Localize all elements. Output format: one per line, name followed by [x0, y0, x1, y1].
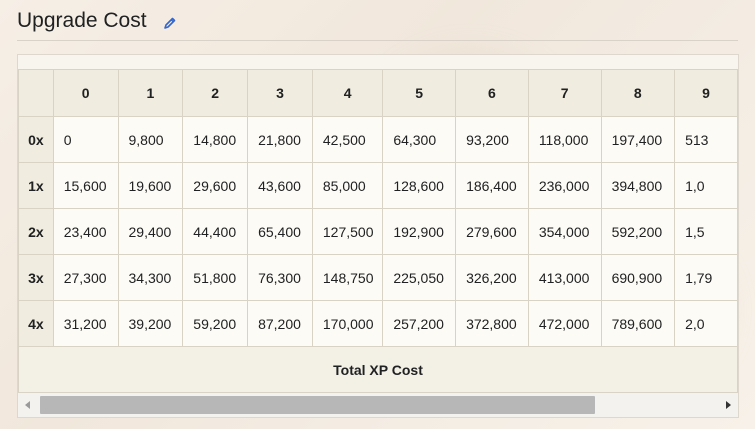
- table-row: 3x 27,300 34,300 51,800 76,300 148,750 2…: [18, 254, 738, 301]
- table-cell: 87,200: [247, 300, 313, 347]
- table-cell: 413,000: [527, 254, 602, 301]
- table-cell: 326,200: [455, 254, 529, 301]
- table-row: 1x 15,600 19,600 29,600 43,600 85,000 12…: [18, 162, 738, 209]
- table-cell: 197,400: [600, 116, 676, 163]
- table-cell: 1,0: [674, 162, 738, 209]
- table-cell: 472,000: [527, 300, 602, 347]
- arrow-right-icon[interactable]: [722, 399, 734, 411]
- table-cell: 15,600: [52, 162, 119, 209]
- table-cell: 9,800: [117, 116, 184, 163]
- table-scroll-area[interactable]: 0 1 2 3 4 5 6 7 8 9 0x 0 9,800 14,800: [18, 69, 738, 393]
- table-cell: 128,600: [382, 162, 457, 209]
- horizontal-scrollbar[interactable]: [18, 393, 738, 417]
- table-cell: 394,800: [600, 162, 676, 209]
- column-header: 9: [674, 69, 738, 117]
- table-cell: 690,900: [600, 254, 676, 301]
- table-cell: 14,800: [182, 116, 249, 163]
- table-cell: 42,500: [311, 116, 384, 163]
- column-header: 3: [247, 69, 313, 117]
- column-header: 4: [311, 69, 384, 117]
- row-header: 3x: [18, 254, 54, 301]
- table-cell: 21,800: [247, 116, 313, 163]
- table-row: 4x 31,200 39,200 59,200 87,200 170,000 2…: [18, 300, 738, 347]
- table-cell: 1,79: [674, 254, 738, 301]
- column-header: 1: [117, 69, 184, 117]
- row-header: 0x: [18, 116, 54, 163]
- column-header: 0: [52, 69, 119, 117]
- table-row: 0x 0 9,800 14,800 21,800 42,500 64,300 9…: [18, 116, 738, 163]
- table-cell: 65,400: [247, 208, 313, 255]
- table-cell: 186,400: [455, 162, 529, 209]
- table-cell: 192,900: [382, 208, 457, 255]
- table-row: 2x 23,400 29,400 44,400 65,400 127,500 1…: [18, 208, 738, 255]
- page-title: Upgrade Cost: [17, 9, 147, 32]
- table-cell: 225,050: [382, 254, 457, 301]
- row-header: 2x: [18, 208, 54, 255]
- table-cell: 29,600: [182, 162, 249, 209]
- header-row: 0 1 2 3 4 5 6 7 8 9: [18, 69, 738, 117]
- table-cell: 2,0: [674, 300, 738, 347]
- upgrade-cost-table: 0 1 2 3 4 5 6 7 8 9 0x 0 9,800 14,800: [18, 69, 738, 393]
- column-header: 5: [382, 69, 457, 117]
- row-header: 4x: [18, 300, 54, 347]
- table-container: 0 1 2 3 4 5 6 7 8 9 0x 0 9,800 14,800: [17, 54, 739, 418]
- table-cell: 29,400: [117, 208, 184, 255]
- pencil-icon[interactable]: [163, 16, 177, 30]
- table-cell: 59,200: [182, 300, 249, 347]
- table-cell: 1,5: [674, 208, 738, 255]
- table-cell: 372,800: [455, 300, 529, 347]
- table-cell: 592,200: [600, 208, 676, 255]
- table-cell: 170,000: [311, 300, 384, 347]
- table-cell: 257,200: [382, 300, 457, 347]
- table-caption: Total XP Cost: [18, 346, 738, 393]
- table-cell: 44,400: [182, 208, 249, 255]
- table-cell: 118,000: [527, 116, 602, 163]
- table-cell: 31,200: [52, 300, 119, 347]
- row-header: 1x: [18, 162, 54, 209]
- column-header: 8: [600, 69, 676, 117]
- table-cell: 27,300: [52, 254, 119, 301]
- table-cell: 64,300: [382, 116, 457, 163]
- column-header: [18, 69, 54, 117]
- table-cell: 85,000: [311, 162, 384, 209]
- table-cell: 354,000: [527, 208, 602, 255]
- arrow-left-icon[interactable]: [22, 399, 34, 411]
- table-cell: 76,300: [247, 254, 313, 301]
- table-cell: 51,800: [182, 254, 249, 301]
- table-cell: 34,300: [117, 254, 184, 301]
- scrollbar-thumb[interactable]: [40, 396, 595, 414]
- column-header: 7: [527, 69, 602, 117]
- table-cell: 789,600: [600, 300, 676, 347]
- table-cell: 19,600: [117, 162, 184, 209]
- table-cell: 23,400: [52, 208, 119, 255]
- table-cell: 279,600: [455, 208, 529, 255]
- table-cell: 0: [52, 116, 119, 163]
- table-cell: 39,200: [117, 300, 184, 347]
- section-heading: Upgrade Cost: [17, 6, 738, 41]
- table-cell: 513: [674, 116, 738, 163]
- table-cell: 127,500: [311, 208, 384, 255]
- table-cell: 43,600: [247, 162, 313, 209]
- caption-row: Total XP Cost: [18, 346, 738, 393]
- table-cell: 148,750: [311, 254, 384, 301]
- table-cell: 93,200: [455, 116, 529, 163]
- column-header: 2: [182, 69, 249, 117]
- column-header: 6: [455, 69, 529, 117]
- table-cell: 236,000: [527, 162, 602, 209]
